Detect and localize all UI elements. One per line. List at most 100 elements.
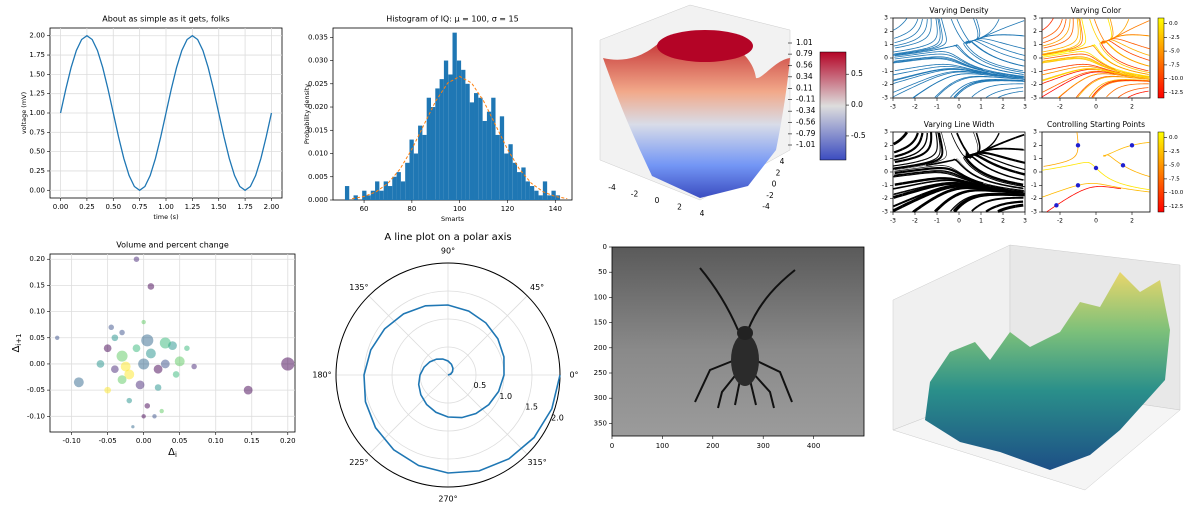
chart-title: A line plot on a polar axis — [384, 232, 511, 243]
y-tick-label: 300 — [594, 394, 607, 402]
x-tick-label: 60 — [360, 205, 369, 213]
x-tick-label: 1 — [979, 104, 983, 111]
colorbar-tick-label: -5.0 — [1169, 163, 1180, 169]
bubble — [141, 334, 153, 346]
histogram-bar — [465, 84, 469, 200]
x-tick-label: 2 — [1001, 104, 1005, 111]
angle-label: 0° — [569, 371, 578, 380]
bubble — [152, 414, 156, 418]
y-tick-label: 1.00 — [29, 109, 45, 117]
z-tick-label: -0.11 — [796, 95, 816, 104]
histogram-bar — [496, 135, 500, 200]
y-tick-label: 3 — [1033, 129, 1037, 136]
x-tick-label: -1 — [934, 104, 940, 111]
y-tick-label: 0 — [772, 180, 777, 189]
y-tick-label: -3 — [882, 95, 888, 102]
y-tick-label: -2 — [882, 81, 888, 88]
y-tick-label: 0 — [1033, 55, 1037, 62]
surface-3d — [600, 5, 790, 200]
x-tick-label: 400 — [807, 442, 820, 450]
bubble — [154, 365, 163, 374]
x-axis-label: Δi — [168, 447, 177, 459]
y-tick-label: 0.15 — [29, 281, 45, 289]
surface-top — [657, 30, 753, 62]
x-axis-label: time (s) — [153, 213, 178, 221]
x-tick-label: 100 — [656, 442, 669, 450]
chart-title: Histogram of IQ: μ = 100, σ = 15 — [386, 15, 518, 24]
insect-body — [731, 334, 759, 386]
bubble — [281, 357, 294, 370]
x-tick-label: 0.25 — [79, 203, 95, 211]
angle-label: 270° — [438, 495, 457, 504]
y-tick-label: 100 — [594, 293, 607, 301]
start-point — [1094, 166, 1098, 170]
colorbar-tick-label: 0.0 — [1169, 21, 1178, 27]
x-tick-label: -0.05 — [99, 437, 117, 445]
x-tick-label: 100 — [453, 205, 466, 213]
x-tick-label: 1.50 — [211, 203, 227, 211]
x-tick-label: 0.20 — [280, 437, 296, 445]
histogram-bar — [547, 195, 551, 200]
figure-gallery: 0.000.250.500.751.001.251.501.752.000.00… — [0, 0, 1192, 525]
x-tick-label: 2 — [1130, 104, 1134, 111]
colorbar-tick-label: 0.0 — [1169, 135, 1178, 141]
y-tick-label: 2 — [884, 142, 888, 149]
bubble — [111, 365, 119, 373]
x-tick-label: 2.00 — [264, 203, 280, 211]
x-tick-label: -2 — [1057, 218, 1063, 225]
histogram-bar — [444, 61, 448, 200]
panel-title: Controlling Starting Points — [1047, 120, 1145, 129]
y-tick-label: 0.25 — [29, 167, 45, 175]
x-tick-label: 1.25 — [185, 203, 201, 211]
bubble — [97, 360, 105, 368]
streamline — [895, 172, 903, 173]
histogram-bar — [504, 154, 508, 200]
y-tick-label: 0 — [603, 243, 607, 251]
histogram-bar — [513, 163, 517, 200]
y-tick-label: 0 — [884, 169, 888, 176]
angle-label: 90° — [441, 247, 455, 256]
bubble — [133, 344, 141, 352]
y-tick-label: 1 — [1033, 41, 1037, 48]
histogram-bar — [478, 98, 482, 200]
histogram-bar — [366, 195, 370, 200]
bubble — [121, 362, 131, 372]
histogram-bar — [422, 135, 426, 200]
y-tick-label: 0.20 — [29, 255, 45, 263]
streamline — [939, 133, 940, 138]
bubble — [173, 371, 180, 378]
histogram-bar — [435, 88, 439, 200]
x-tick-label: -3 — [890, 218, 896, 225]
y-tick-label: 2 — [1033, 28, 1037, 35]
histogram-bar — [517, 172, 521, 200]
y-axis-label: voltage (mV) — [20, 92, 28, 134]
histogram-bar — [508, 144, 512, 200]
y-tick-label: -3 — [882, 209, 888, 216]
histogram-bar — [461, 70, 465, 200]
streamline — [1016, 183, 1024, 184]
bubble — [134, 256, 140, 262]
x-tick-label: 0.50 — [105, 203, 121, 211]
y-tick-label: 150 — [594, 319, 607, 327]
y-tick-label: -1 — [1031, 182, 1037, 189]
y-tick-label: 0.010 — [308, 150, 328, 158]
histogram-bar — [371, 191, 375, 200]
y-tick-label: 1.50 — [29, 70, 45, 78]
bubble — [118, 375, 127, 384]
colorbar-tick-label: -0.5 — [851, 131, 866, 140]
y-tick-label: 1 — [884, 41, 888, 48]
z-tick-label: -0.56 — [796, 117, 816, 126]
x-tick-label: -1 — [934, 218, 940, 225]
y-tick-label: 0.000 — [308, 196, 328, 204]
streamline — [921, 133, 922, 138]
y-tick-label: 2 — [776, 168, 781, 177]
x-tick-label: 2 — [1130, 218, 1134, 225]
x-tick-label: 0 — [610, 442, 614, 450]
histogram-bar — [526, 181, 530, 200]
z-tick-label: 0.56 — [796, 61, 813, 70]
bubble — [175, 356, 185, 366]
y-tick-label: 1.25 — [29, 90, 45, 98]
y-axis-label: Probability density — [303, 84, 311, 144]
histogram-bar — [414, 154, 418, 200]
colorbar-tick-label: -12.5 — [1169, 204, 1184, 210]
